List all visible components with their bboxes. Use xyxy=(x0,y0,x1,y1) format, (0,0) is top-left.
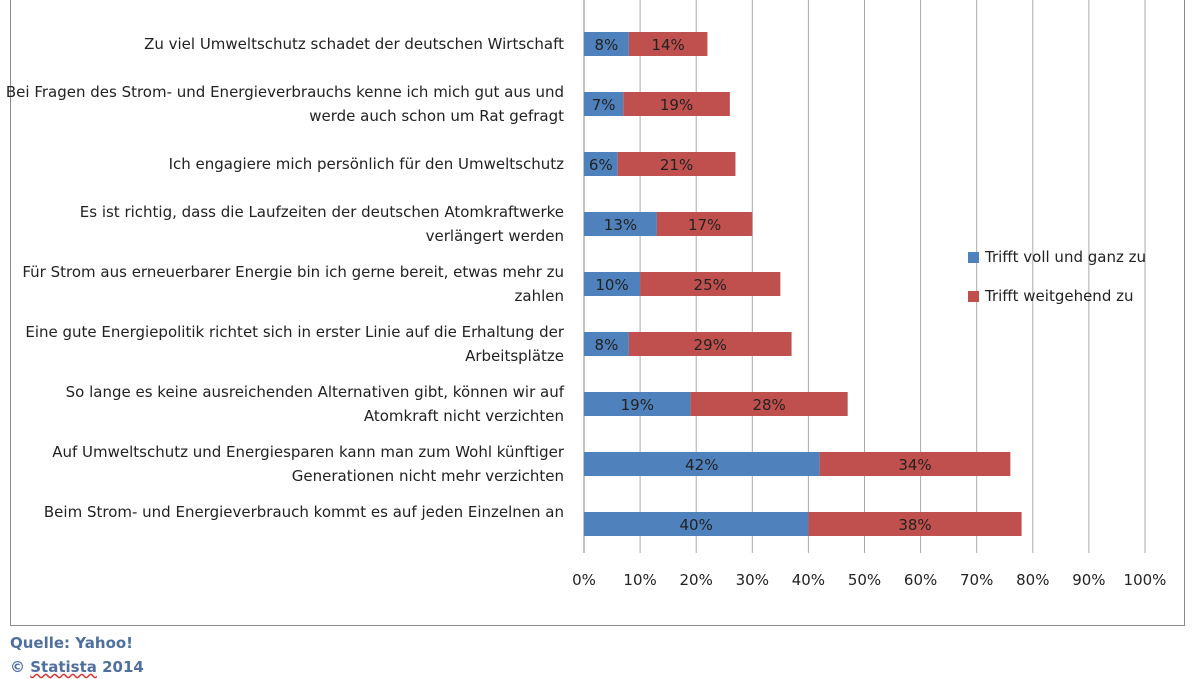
bar-data-label: 6% xyxy=(589,156,613,174)
legend-swatch-red xyxy=(968,290,979,302)
legend-swatch-blue xyxy=(968,251,979,263)
bar-segment xyxy=(584,332,629,356)
bar-data-label: 42% xyxy=(685,456,718,474)
bar-segment xyxy=(808,512,1022,536)
bar-segment xyxy=(819,452,1011,476)
x-tick-label: 50% xyxy=(848,571,881,589)
chart-frame xyxy=(10,0,1185,626)
bar-segment xyxy=(584,152,618,176)
bar-data-label: 8% xyxy=(595,36,619,54)
bar-data-label: 21% xyxy=(660,156,693,174)
bar-data-label: 14% xyxy=(651,36,684,54)
copyright: © Statista 2014 xyxy=(10,655,144,679)
category-label: So lange es keine ausreichenden Alternat… xyxy=(65,383,564,425)
bar-data-label: 34% xyxy=(898,456,931,474)
x-tick-label: 100% xyxy=(1124,571,1167,589)
bar-data-label: 10% xyxy=(595,276,628,294)
bar-segment xyxy=(584,92,624,116)
x-tick-label: 0% xyxy=(572,571,596,589)
legend-label: Trifft weitgehend zu xyxy=(985,287,1134,305)
bar-segment xyxy=(656,212,753,236)
copyright-name: Statista xyxy=(30,658,97,676)
bar-segment xyxy=(584,392,691,416)
bar-segment xyxy=(640,272,781,296)
bar-segment xyxy=(584,32,629,56)
bar-data-label: 13% xyxy=(604,216,637,234)
bar-segment xyxy=(584,212,657,236)
x-tick-label: 30% xyxy=(736,571,769,589)
category-label: Beim Strom- und Energieverbrauch kommt e… xyxy=(43,503,564,521)
legend-label: Trifft voll und ganz zu xyxy=(985,248,1146,266)
bar-segment xyxy=(623,92,730,116)
x-tick-label: 20% xyxy=(680,571,713,589)
bar-data-label: 38% xyxy=(898,516,931,534)
legend-item-series-1: Trifft voll und ganz zu xyxy=(968,248,1146,266)
category-label: Ich engagiere mich persönlich für den Um… xyxy=(168,155,564,173)
category-label: Bei Fragen des Strom- und Energieverbrau… xyxy=(5,83,564,125)
copyright-year: 2014 xyxy=(102,658,144,676)
bar-data-label: 17% xyxy=(688,216,721,234)
x-tick-label: 60% xyxy=(904,571,937,589)
bar-segment xyxy=(690,392,848,416)
source-text: Quelle: Yahoo! xyxy=(10,634,134,652)
bar-data-label: 28% xyxy=(752,396,785,414)
category-label: Auf Umweltschutz und Energiesparen kann … xyxy=(52,443,564,485)
bar-segment xyxy=(628,332,792,356)
bar-data-label: 19% xyxy=(621,396,654,414)
bar-segment xyxy=(584,452,820,476)
copyright-symbol: © xyxy=(10,658,25,676)
bar-data-label: 40% xyxy=(680,516,713,534)
x-tick-label: 70% xyxy=(960,571,993,589)
bar-segment xyxy=(628,32,708,56)
x-tick-label: 90% xyxy=(1072,571,1105,589)
bar-segment xyxy=(617,152,736,176)
bar-segment xyxy=(584,512,809,536)
bar-segment xyxy=(584,272,641,296)
category-label: Für Strom aus erneuerbarer Energie bin i… xyxy=(22,263,564,305)
category-label: Es ist richtig, dass die Laufzeiten der … xyxy=(79,203,564,245)
bar-data-label: 19% xyxy=(660,96,693,114)
bar-data-label: 7% xyxy=(592,96,616,114)
legend-item-series-2: Trifft weitgehend zu xyxy=(968,287,1133,305)
x-tick-label: 10% xyxy=(623,571,656,589)
x-tick-label: 80% xyxy=(1016,571,1049,589)
bar-data-label: 25% xyxy=(694,276,727,294)
bar-data-label: 29% xyxy=(694,336,727,354)
source-note: Quelle: Yahoo! © Statista 2014 xyxy=(10,631,144,679)
category-label: Eine gute Energiepolitik richtet sich in… xyxy=(25,323,564,365)
x-tick-label: 40% xyxy=(792,571,825,589)
category-label: Zu viel Umweltschutz schadet der deutsch… xyxy=(144,35,564,53)
bar-data-label: 8% xyxy=(595,336,619,354)
